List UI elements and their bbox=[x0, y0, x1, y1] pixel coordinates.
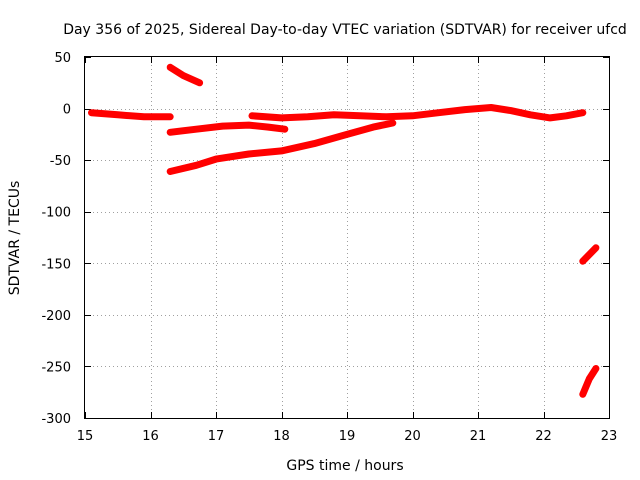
x-tick-label: 17 bbox=[208, 429, 225, 444]
y-tick-label: 50 bbox=[54, 51, 71, 66]
series-seg-main-zero bbox=[248, 104, 587, 122]
x-tick-label: 20 bbox=[404, 429, 421, 444]
chart-title: Day 356 of 2025, Sidereal Day-to-day VTE… bbox=[63, 22, 627, 38]
series-layer bbox=[88, 63, 600, 398]
y-tick-label: 0 bbox=[63, 103, 71, 118]
x-tick-label: 22 bbox=[535, 429, 552, 444]
y-tick-label: -150 bbox=[41, 257, 71, 272]
x-axis-label: GPS time / hours bbox=[286, 458, 403, 474]
y-tick-label: -50 bbox=[50, 154, 71, 169]
y-tick-label: -300 bbox=[41, 412, 71, 427]
series-seg-high-arc bbox=[166, 63, 204, 87]
axis-ticks bbox=[85, 57, 610, 419]
plot-frame bbox=[84, 56, 610, 419]
series-seg-mid-flat bbox=[166, 121, 289, 136]
x-tick-label: 18 bbox=[273, 429, 290, 444]
y-tick-labels: 50 0 -50 -100 -150 -200 -250 -300 bbox=[41, 51, 71, 427]
x-tick-label: 23 bbox=[601, 429, 618, 444]
x-tick-label: 15 bbox=[77, 429, 94, 444]
series-seg-rising-long bbox=[166, 119, 397, 175]
x-tick-label: 16 bbox=[142, 429, 159, 444]
x-tick-label: 19 bbox=[339, 429, 356, 444]
series-seg-late-b bbox=[579, 365, 600, 398]
x-tick-labels: 15 16 17 18 19 20 21 22 23 bbox=[77, 429, 618, 444]
x-tick-label: 21 bbox=[470, 429, 487, 444]
y-tick-label: -200 bbox=[41, 309, 71, 324]
y-axis-label: SDTVAR / TECUs bbox=[7, 181, 23, 296]
y-tick-label: -100 bbox=[41, 206, 71, 221]
grid bbox=[85, 57, 609, 418]
series-seg-early-zero bbox=[88, 109, 174, 121]
series-seg-late-a bbox=[579, 244, 600, 265]
y-tick-label: -250 bbox=[41, 360, 71, 375]
